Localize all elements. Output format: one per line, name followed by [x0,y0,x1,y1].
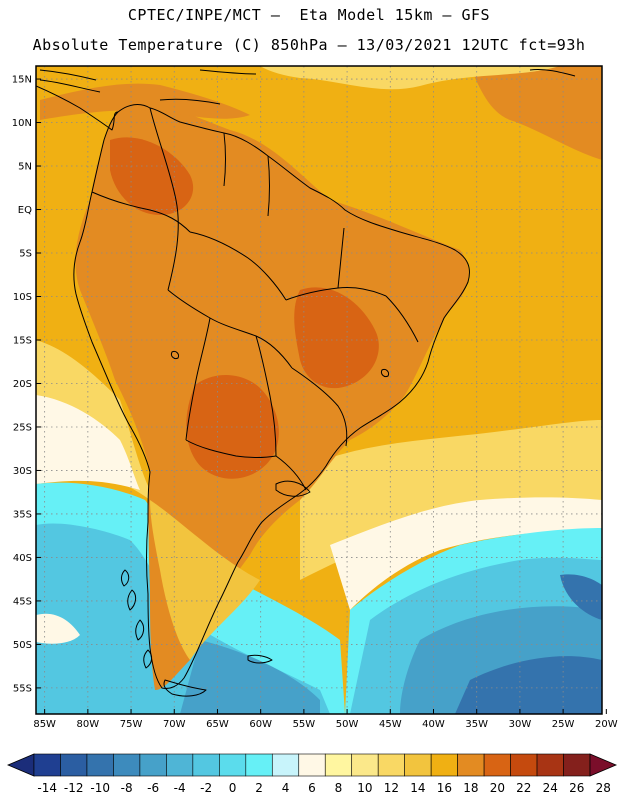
coastlines-and-borders [36,69,576,697]
colorbar-swatch [113,753,141,777]
colorbar-swatch [219,753,247,777]
lat-tick-label: 5N [18,162,32,173]
lon-tick-label: 40W [422,719,445,730]
lon-tick-label: 70W [163,719,186,730]
colorbar-label: 12 [384,781,399,795]
colorbar-label: 14 [410,781,425,795]
lat-tick-label: 35S [13,509,32,520]
lon-tick-label: 30W [509,719,532,730]
lat-tick-label: EQ [18,205,32,216]
colorbar-label: -10 [90,781,110,795]
lon-tick-label: 85W [33,719,56,730]
colorbar-swatch [324,753,353,777]
colorbar-label: 10 [357,781,372,795]
lon-tick-label: 60W [249,719,272,730]
colorbar-label: -8 [121,781,133,795]
plot-frame [35,65,603,715]
lat-tick-label: 10S [13,292,32,303]
lat-tick-label: 25S [13,422,32,433]
colorbar-swatch [60,753,88,777]
graticule [36,66,602,714]
colorbar-under-arrow [6,753,35,777]
colorbar-label: 8 [335,781,343,795]
colorbar-swatch [139,753,167,777]
colorbar-label: 16 [437,781,452,795]
colorbar-label: -14 [37,781,57,795]
field-atlantic-pale-band [330,497,602,610]
lon-tick-label: 20W [595,719,618,730]
lat-tick-label: 20S [13,379,32,390]
colorbar-label: 20 [490,781,505,795]
colorbar-swatch [377,753,405,777]
lon-tick-label: 25W [552,719,575,730]
colorbar-swatch [271,753,300,777]
colorbar-label: 2 [255,781,263,795]
lon-tick-label: 55W [293,719,316,730]
colorbar-swatch [404,753,432,777]
colorbar-label: 28 [596,781,611,795]
colorbar-label: -12 [64,781,84,795]
colorbar-over-arrow [589,753,618,777]
colorbar-label: -2 [200,781,212,795]
lat-tick-label: 45S [13,596,32,607]
lat-tick-label: 50S [13,640,32,651]
field-continent-hot-chaco [186,374,279,479]
colorbar-label: 4 [282,781,290,795]
lat-tick-label: 5S [19,249,32,260]
colorbar-label: 24 [543,781,558,795]
colorbar-label: 22 [516,781,531,795]
field-continent-mild-patagonia [150,500,260,660]
field-caribbean-warm [40,83,250,120]
lat-tick-label: 10N [12,118,32,129]
colorbar-swatch [298,753,326,777]
colorbar-swatch [166,753,194,777]
lon-tick-label: 80W [77,719,100,730]
field-atlantic-ne-warm [470,66,602,160]
colorbar-legend: -14 -12 -10 -8 -6 -4 -2 0 2 4 6 8 10 12 14 16 18 20 22 24 26… [6,753,618,795]
colorbar-swatch [536,753,564,777]
lon-tick-label: 35W [465,719,488,730]
map-title-line1: CPTEC/INPE/MCT – Eta Model 15km – GFS [127,6,491,24]
lon-tick-label: 50W [336,719,359,730]
lon-tick-label: 45W [379,719,402,730]
field-sw-pale-patch [36,613,80,644]
colorbar-label: 6 [308,781,316,795]
lon-tick-label: 75W [120,719,143,730]
colorbar-swatch [483,753,511,777]
colorbar-label: 26 [569,781,584,795]
field-continent-hot-central [294,287,379,389]
colorbar-label: -4 [174,781,186,795]
lon-tick-label: 65W [206,719,229,730]
colorbar-swatch [192,753,220,777]
lat-tick-label: 55S [13,683,32,694]
colorbar-swatch [457,753,485,777]
field-south-deepest-blue [455,574,602,714]
colorbar-swatch [563,753,591,777]
colorbar-swatch [33,753,61,777]
longitude-axis: 85W 80W 75W 70W 65W 60W 55W 50W 45W 40W 35W 30W 25W 2… [33,709,618,730]
colorbar-swatch [245,753,273,777]
colorbar-swatch [430,753,458,777]
colorbar-label: 0 [229,781,237,795]
map-title-line2: Absolute Temperature (C) 850hPa – 13/03/… [32,36,586,54]
colorbar-swatch [351,753,379,777]
colorbar-swatch [510,753,538,777]
lat-tick-label: 15S [13,335,32,346]
temperature-field [36,66,602,714]
latitude-axis: 15N 10N 5N EQ 5S 10S 15S 20S 25S 30S 35S 40S 45S 50S 5… [12,75,41,694]
lat-tick-label: 15N [12,75,32,86]
field-north-band [260,66,560,90]
lat-tick-label: 30S [13,466,32,477]
colorbar-label: 18 [463,781,478,795]
colorbar-swatch [86,753,114,777]
colorbar-label: -6 [147,781,159,795]
lat-tick-label: 40S [13,553,32,564]
